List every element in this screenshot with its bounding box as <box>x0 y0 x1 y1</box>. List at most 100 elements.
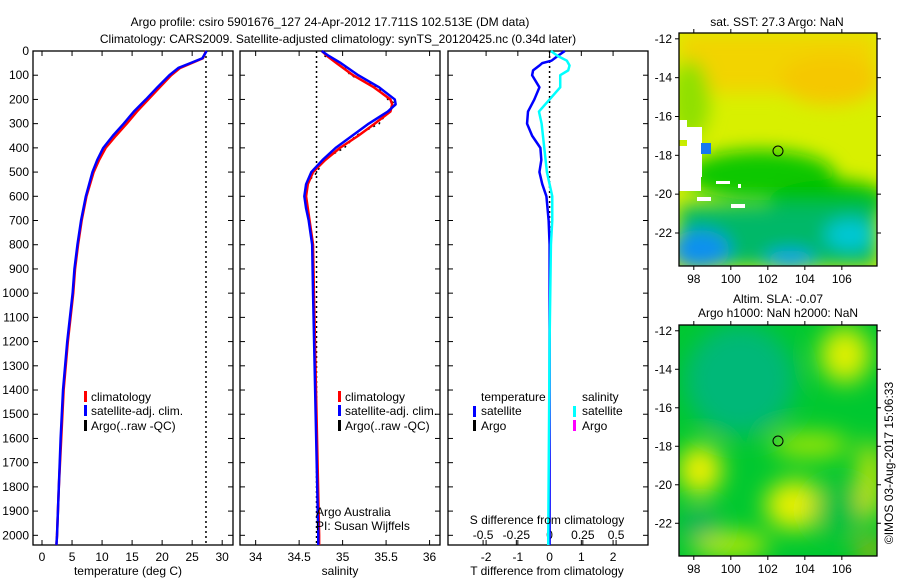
y-tick-label: -14 <box>655 362 673 376</box>
x-tick-label: 0 <box>39 550 46 564</box>
temperature-xlabel: temperature (deg C) <box>74 564 182 578</box>
timestamp: ©IMOS 03-Aug-2017 15:06:33 <box>882 382 896 545</box>
x-tick-label: 15 <box>125 550 139 564</box>
y-tick-label: 700 <box>9 214 29 228</box>
series-t-satellite-diff <box>525 49 566 545</box>
x-tick-label: 104 <box>795 562 815 576</box>
legend-swatch-climatology <box>84 391 87 402</box>
plot-frame <box>239 50 441 546</box>
legend-label: climatology <box>345 390 405 404</box>
x-tick-label: 34.5 <box>287 550 311 564</box>
y-tick-label: 100 <box>9 68 29 82</box>
x-tick-label: -1 <box>513 550 524 564</box>
temperature-panel: 0 5 10 15 20 25 300100200300400500600700800900… <box>2 44 234 564</box>
sla-argo-location-marker <box>772 435 784 447</box>
legend-label: satellite-adj. clim. <box>345 404 437 418</box>
y-tick-label: -22 <box>655 226 673 240</box>
y-tick-label: 400 <box>9 141 29 155</box>
legend-swatch-s-argo <box>573 420 576 431</box>
y-tick-label: 0 <box>22 44 29 58</box>
legend-label: satellite-adj. clim. <box>91 404 183 418</box>
legend-label: satellite <box>481 404 522 418</box>
float-annotation-2: PI: Susan Wijffels <box>316 519 410 533</box>
y-tick-label: 1400 <box>2 383 29 397</box>
x-tick-label: 100 <box>721 272 741 286</box>
x-tick-label: 98 <box>687 562 701 576</box>
float-annotation-1: Argo Australia <box>316 505 391 519</box>
sst-map-axes: 98 100 102 104 106 -12 -14 -16 -18 -20 -22 <box>655 29 881 286</box>
y-tick-label: -16 <box>655 109 673 123</box>
x-tick-label: 106 <box>832 562 852 576</box>
series-climatology <box>304 50 394 545</box>
x-tick-label: 1 <box>578 550 585 564</box>
y-tick-label: -20 <box>655 478 673 492</box>
y-tick-label: 1300 <box>2 359 29 373</box>
x-tick-label: 20 <box>155 550 169 564</box>
series-climatology <box>55 50 208 546</box>
legend-swatch-argo <box>338 420 341 431</box>
y-tick-label: 800 <box>9 238 29 252</box>
x-tick-label: 104 <box>795 272 815 286</box>
x2-tick-label: 0.25 <box>571 528 595 542</box>
map-frame <box>678 32 878 267</box>
legend-swatch-satellite <box>338 405 341 416</box>
legend-label: satellite <box>582 404 623 418</box>
legend-label: Argo <box>481 419 507 433</box>
x2-tick-label: 0.5 <box>608 528 625 542</box>
y-tick-label: -22 <box>655 516 673 530</box>
y-tick-label: -18 <box>655 439 673 453</box>
legend-label: Argo <box>582 419 608 433</box>
x-tick-label: 100 <box>721 562 741 576</box>
sla-map-axes: 98 100 102 104 106 -12 -14 -16 -18 -20 -22 <box>655 321 881 576</box>
y-tick-label: 1200 <box>2 335 29 349</box>
title-line-1: Argo profile: csiro 5901676_127 24-Apr-2… <box>131 15 530 29</box>
salinity-xlabel: salinity <box>322 564 359 578</box>
sst-map-title: sat. SST: 27.3 Argo: NaN <box>710 15 843 29</box>
salinity-panel: 34 34.5 35 35.5 36 <box>239 49 441 564</box>
difference-legend: temperature satellite Argo salinity sate… <box>473 390 623 433</box>
legend-swatch-s-satellite <box>573 406 576 417</box>
legend-swatch-satellite <box>84 405 87 416</box>
difference-x2label: S difference from climatology <box>470 513 625 527</box>
difference-xlabel: T difference from climatology <box>470 564 624 578</box>
y-tick-label: -18 <box>655 148 673 162</box>
sst-map <box>679 33 877 266</box>
x-tick-label: 35 <box>336 550 350 564</box>
y-tick-label: 1700 <box>2 456 29 470</box>
y-tick-label: 2000 <box>2 528 29 542</box>
sst-argo-location-marker <box>772 145 784 157</box>
x-tick-label: 25 <box>185 550 199 564</box>
x-tick-label: 35.5 <box>374 550 398 564</box>
map-frame <box>678 324 878 557</box>
sla-map <box>679 325 877 556</box>
legend-label: Argo(..raw -QC) <box>91 419 176 433</box>
legend-label: Argo(..raw -QC) <box>345 419 430 433</box>
legend-swatch-argo <box>84 420 87 431</box>
series-satellite-adj <box>303 49 397 545</box>
y-tick-label: 300 <box>9 117 29 131</box>
y-tick-label: 600 <box>9 189 29 203</box>
x-tick-label: -2 <box>481 550 492 564</box>
x-tick-label: 36 <box>423 550 437 564</box>
legend-swatch-t-satellite <box>473 406 476 417</box>
salinity-legend: climatology satellite-adj. clim. Argo(..… <box>338 390 437 433</box>
y-tick-label: 900 <box>9 262 29 276</box>
y-tick-label: -12 <box>655 32 673 46</box>
y-tick-label: 1800 <box>2 480 29 494</box>
sla-map-title-2: Argo h1000: NaN h2000: NaN <box>698 306 858 320</box>
legend-title-salinity: salinity <box>582 390 619 404</box>
x2-tick-label: -0.25 <box>503 528 531 542</box>
y-tick-label: -14 <box>655 71 673 85</box>
x-tick-label: 102 <box>758 272 778 286</box>
series-satellite-adj <box>55 50 208 546</box>
y-tick-label: 200 <box>9 92 29 106</box>
x-tick-label: 30 <box>216 550 230 564</box>
legend-title-temperature: temperature <box>481 390 546 404</box>
series-s-satellite-diff <box>537 49 571 545</box>
x2-tick-label: -0.5 <box>473 528 494 542</box>
x-tick-label: 10 <box>95 550 109 564</box>
legend-swatch-t-argo <box>473 420 476 431</box>
x-tick-label: 5 <box>69 550 76 564</box>
sla-map-title-1: Altim. SLA: -0.07 <box>733 292 823 306</box>
